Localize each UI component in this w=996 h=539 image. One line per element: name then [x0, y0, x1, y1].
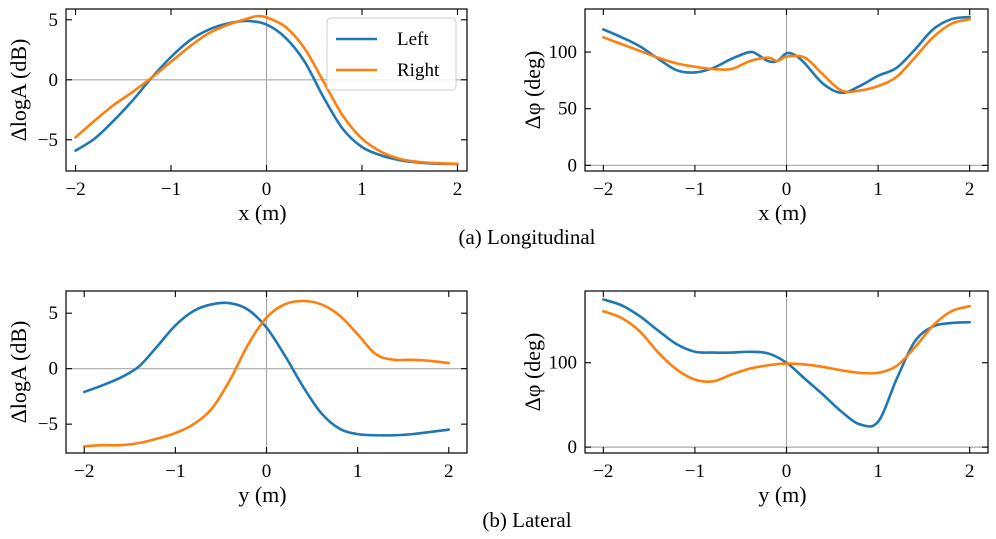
- y-tick-label: −5: [38, 130, 58, 151]
- series-line-left: [602, 15, 971, 95]
- x-axis-label: y (m): [238, 482, 286, 507]
- series-line-left: [82, 301, 451, 437]
- panel-lateral-logA: −2 −1 0 1 2 −5 0 5 y (m) ΔlogA (dB): [6, 290, 468, 507]
- x-tick-label: −1: [685, 461, 705, 482]
- caption-longitudinal: (a) Longitudinal: [458, 225, 595, 249]
- x-tick-label: 0: [262, 179, 272, 200]
- x-axis-label: x (m): [758, 200, 806, 225]
- legend: Left Right: [326, 17, 457, 91]
- y-tick-label: 0: [568, 155, 578, 176]
- x-tick-label: 0: [782, 179, 792, 200]
- legend-label-right: Right: [397, 60, 440, 81]
- y-axis-label: Δφ (deg): [520, 333, 545, 412]
- x-tick-label: −1: [161, 179, 181, 200]
- x-tick-label: 0: [782, 461, 792, 482]
- panel-longitudinal-logA: −2 −1 0 1 2 −5 0 5 x (m) ΔlogA (dB) Left Right: [6, 8, 468, 225]
- x-axis-label: y (m): [758, 482, 806, 507]
- x-tick-label: 1: [873, 461, 883, 482]
- y-tick-label: 5: [49, 303, 59, 324]
- y-tick-label: 50: [558, 99, 577, 120]
- x-tick-label: −2: [65, 179, 85, 200]
- y-axis-label: ΔlogA (dB): [6, 39, 31, 142]
- series-line-right: [74, 14, 459, 166]
- x-tick-label: −1: [685, 179, 705, 200]
- panel-lateral-phase: −2 −1 0 1 2 0 100 y (m) Δφ (deg): [520, 290, 989, 507]
- x-tick-label: 2: [444, 461, 454, 482]
- x-tick-label: 1: [357, 179, 367, 200]
- series-line-right: [602, 17, 971, 94]
- y-tick-label: 100: [549, 42, 578, 63]
- y-tick-label: 0: [49, 70, 59, 91]
- y-tick-label: 0: [49, 359, 59, 380]
- caption-lateral: (b) Lateral: [482, 508, 571, 532]
- x-tick-label: 1: [873, 179, 883, 200]
- x-tick-label: 2: [453, 179, 463, 200]
- series-line-right: [602, 304, 971, 383]
- x-tick-label: 0: [262, 461, 272, 482]
- x-tick-label: 2: [965, 461, 975, 482]
- legend-box: [326, 17, 457, 91]
- legend-label-left: Left: [397, 29, 429, 50]
- y-axis-label: ΔlogA (dB): [6, 321, 31, 424]
- panel-longitudinal-phase: −2 −1 0 1 2 0 50 100 x (m) Δφ (deg): [520, 8, 989, 225]
- x-tick-label: −2: [593, 179, 613, 200]
- x-tick-label: −2: [74, 461, 94, 482]
- x-tick-label: −2: [593, 461, 613, 482]
- x-axis-label: x (m): [238, 200, 286, 225]
- y-axis-label: Δφ (deg): [520, 51, 545, 130]
- y-tick-label: 5: [49, 10, 59, 31]
- x-tick-label: −1: [165, 461, 185, 482]
- x-tick-label: 2: [965, 179, 975, 200]
- y-tick-label: 100: [549, 353, 578, 374]
- y-tick-label: 0: [568, 437, 578, 458]
- series-line-left: [74, 19, 459, 166]
- y-tick-label: −5: [38, 414, 58, 435]
- series-line-right: [82, 299, 451, 448]
- x-tick-label: 1: [353, 461, 363, 482]
